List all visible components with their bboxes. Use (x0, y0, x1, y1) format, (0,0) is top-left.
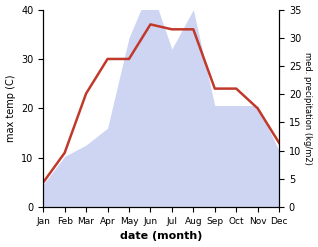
Y-axis label: med. precipitation (kg/m2): med. precipitation (kg/m2) (303, 52, 313, 165)
Y-axis label: max temp (C): max temp (C) (5, 75, 16, 142)
X-axis label: date (month): date (month) (120, 231, 202, 242)
